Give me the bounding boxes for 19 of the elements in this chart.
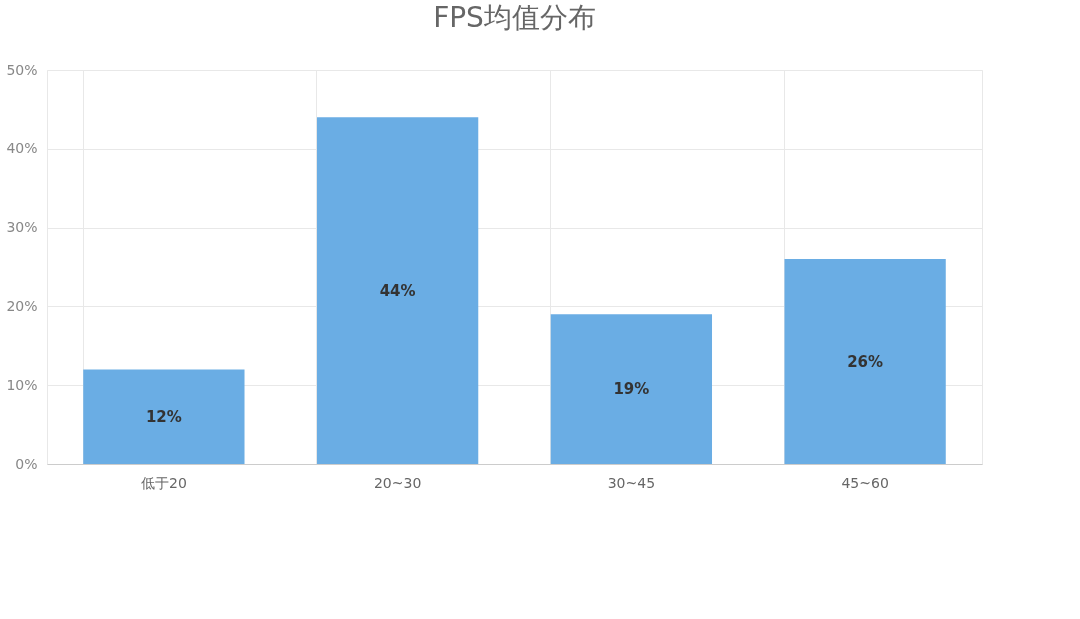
chart-title: FPS均值分布 [433,1,596,34]
bar [784,259,946,464]
y-tick-label: 40% [6,140,38,157]
data-label: 19% [613,380,650,399]
data-label: 12% [145,407,182,426]
data-label: 44% [379,281,416,300]
y-tick-label: 10% [6,376,38,393]
y-tick-label: 20% [6,297,38,314]
bar [316,117,479,464]
y-tick-label: 0% [15,455,38,472]
bar [550,314,713,464]
y-tick-label: 30% [6,219,38,236]
bar [83,369,245,464]
x-tick-label: 45~60 [841,474,889,491]
x-tick-label: 30~45 [607,474,656,491]
data-label: 26% [847,352,884,371]
y-tick-label: 50% [6,61,38,78]
x-tick-label: 20~30 [373,474,422,491]
x-tick-label: 低于20 [140,474,187,491]
